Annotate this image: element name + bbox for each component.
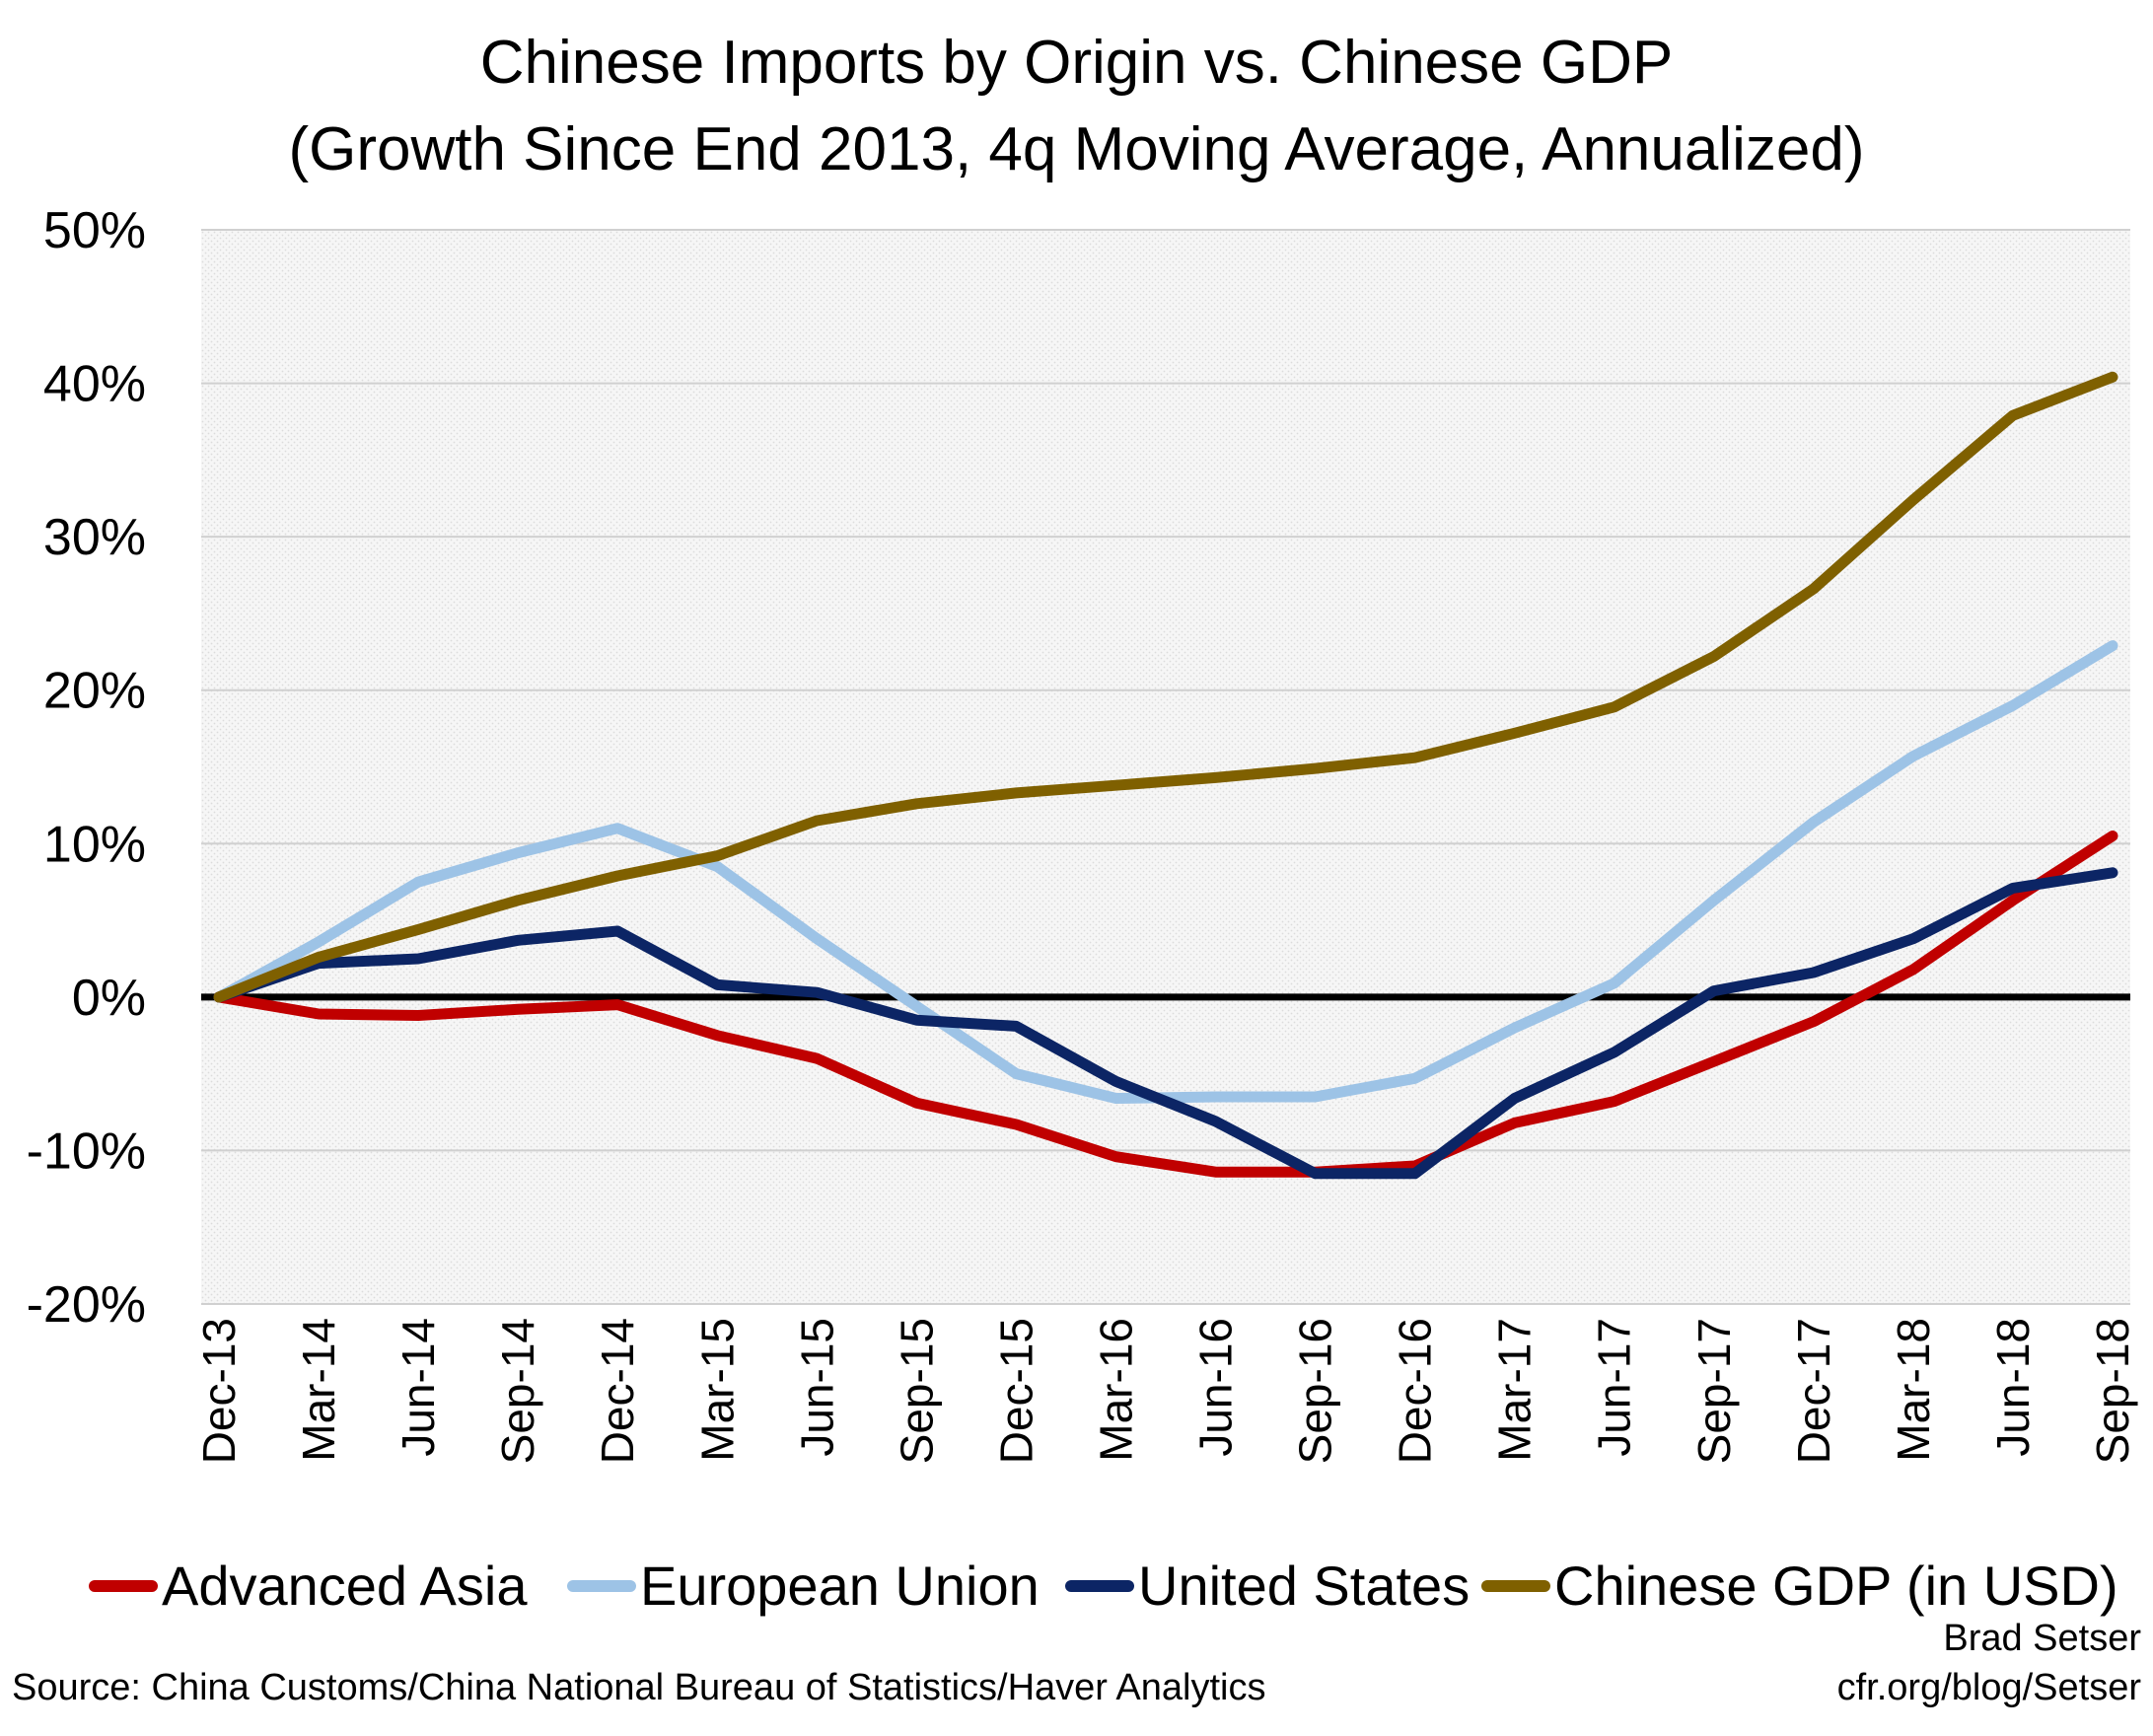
x-tick-label: Sep-16 [1290,1318,1341,1464]
legend-swatch-european-union [567,1579,636,1592]
source-note: Source: China Customs/China National Bur… [12,1667,1266,1708]
chart-subtitle-line: (Growth Since End 2013, 4q Moving Averag… [288,115,1865,183]
y-tick-label: -20% [27,1276,146,1334]
x-axis-ticks: Dec-13 Mar-14 Jun-14 Sep-14 Dec-14 Mar-15 Jun-… [193,1318,2138,1464]
x-tick-label: Mar-14 [293,1318,344,1462]
chart-title: Chinese Imports by Origin vs. Chinese GD… [0,20,2153,193]
y-tick-label: 30% [43,509,146,566]
y-tick-label: 0% [72,970,146,1027]
y-tick-label: 10% [43,816,146,873]
x-tick-label: Mar-16 [1090,1318,1141,1462]
x-tick-label: Dec-16 [1390,1318,1441,1464]
x-tick-label: Jun-17 [1589,1318,1640,1457]
y-tick-label: 50% [43,202,146,259]
x-tick-label: Dec-17 [1788,1318,1839,1464]
legend-swatch-advanced-asia [89,1579,158,1592]
x-tick-label: Jun-15 [791,1318,842,1457]
legend-item-advanced-asia: Advanced Asia [89,1554,527,1618]
legend-item-european-union: European Union [567,1554,1040,1618]
x-tick-label: Jun-16 [1190,1318,1242,1457]
x-tick-label: Sep-14 [492,1318,543,1464]
series-line [213,371,2118,1003]
legend: Advanced Asia European Union United Stat… [0,1554,2153,1632]
x-tick-label: Sep-15 [891,1318,942,1464]
legend-item-chinese-gdp: Chinese GDP (in USD) [1481,1554,2118,1618]
x-tick-label: Dec-14 [592,1318,643,1464]
legend-label: Chinese GDP (in USD) [1554,1555,2118,1617]
series-layer [213,371,2118,1180]
credit-author: Brad Setser [1943,1618,2141,1659]
legend-swatch-united-states [1065,1579,1134,1592]
gridlines [201,229,2130,1305]
y-axis-ticks: 50% 40% 30% 20% 10% 0% -10% -20% [27,202,146,1334]
legend-swatch-chinese-gdp [1481,1579,1550,1592]
legend-item-united-states: United States [1065,1554,1470,1618]
x-tick-label: Sep-17 [1688,1318,1740,1464]
x-tick-label: Mar-17 [1489,1318,1541,1462]
y-tick-label: 40% [43,356,146,413]
line-chart: 50% 40% 30% 20% 10% 0% -10% -20% Dec-13 Mar-14 Ju… [27,202,2138,1464]
x-tick-label: Sep-18 [2087,1318,2138,1464]
x-tick-label: Mar-15 [691,1318,743,1462]
plot-area [201,230,2130,1304]
series-line [213,867,2118,1180]
x-tick-label: Jun-18 [1987,1318,2039,1457]
chart-title-line: Chinese Imports by Origin vs. Chinese GD… [479,29,1674,97]
x-tick-label: Dec-13 [193,1318,245,1464]
credit-site: cfr.org/blog/Setser [1836,1667,2141,1708]
y-tick-label: -10% [27,1122,146,1180]
y-tick-label: 20% [43,663,146,720]
legend-label: European Union [640,1555,1040,1617]
legend-label: United States [1138,1555,1471,1617]
x-tick-label: Jun-14 [393,1318,444,1457]
x-tick-label: Dec-15 [990,1318,1041,1464]
legend-label: Advanced Asia [162,1555,528,1617]
series-line [213,831,2118,1178]
x-tick-label: Mar-18 [1888,1318,1939,1462]
